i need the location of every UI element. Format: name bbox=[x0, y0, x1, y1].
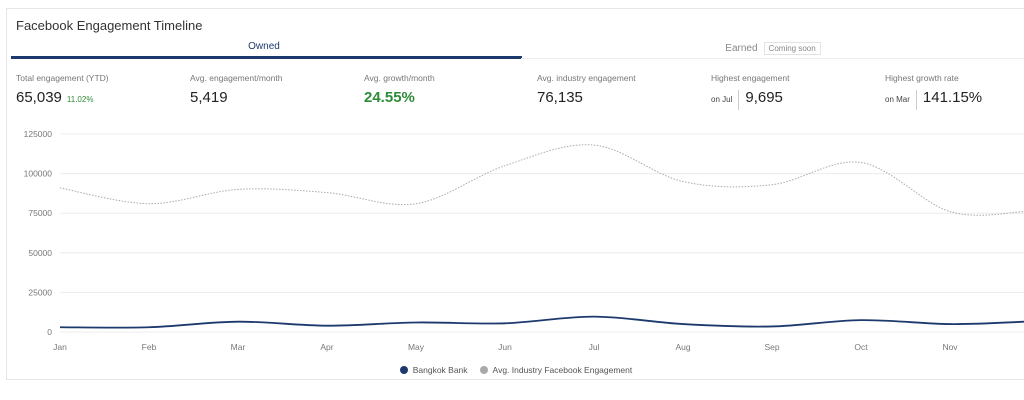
metric-label: Highest growth rate bbox=[885, 73, 959, 83]
page-title: Facebook Engagement Timeline bbox=[16, 18, 203, 33]
y-tick-label: 0 bbox=[47, 327, 52, 337]
y-tick-label: 100000 bbox=[24, 169, 53, 179]
y-tick-label: 125000 bbox=[24, 129, 53, 139]
chart-legend: Bangkok Bank Avg. Industry Facebook Enga… bbox=[7, 365, 1024, 375]
series-line-bangkok-bank bbox=[59, 315, 1024, 329]
metric-label: Avg. growth/month bbox=[364, 73, 435, 83]
x-tick-label: Mar bbox=[231, 342, 246, 352]
tab-earned[interactable]: Earned Coming soon bbox=[521, 41, 1024, 55]
tab-earned-label: Earned bbox=[725, 42, 758, 54]
metric-on-month: on Jul bbox=[711, 90, 740, 110]
metric-avg-growth: Avg. growth/month 24.55% bbox=[364, 73, 435, 106]
x-tick-label: Jan bbox=[53, 342, 67, 352]
metric-value: 65,039 bbox=[16, 89, 62, 106]
metric-value: 24.55% bbox=[364, 89, 415, 106]
series-line-industry bbox=[59, 144, 1024, 216]
legend-dot bbox=[399, 366, 408, 374]
metric-avg-engagement: Avg. engagement/month 5,419 bbox=[190, 73, 282, 106]
metric-highest-engagement: Highest engagement on Jul 9,695 bbox=[711, 73, 789, 110]
tab-owned[interactable]: Owned bbox=[248, 41, 280, 52]
x-tick-label: Sep bbox=[764, 342, 779, 352]
metric-label: Avg. industry engagement bbox=[537, 73, 636, 83]
coming-soon-badge: Coming soon bbox=[763, 41, 821, 55]
metric-label: Avg. engagement/month bbox=[190, 73, 283, 83]
legend-item-bangkok-bank[interactable]: Bangkok Bank bbox=[399, 365, 468, 375]
x-tick-label: Oct bbox=[854, 342, 868, 352]
x-tick-label: Apr bbox=[320, 342, 333, 352]
legend-dot bbox=[479, 366, 488, 374]
metric-on-month: on Mar bbox=[885, 90, 917, 110]
metric-value: 141.15% bbox=[922, 89, 983, 106]
engagement-line-chart: 0 25000 50000 75000 100000 125000 Jan Feb Mar Apr… bbox=[24, 129, 1024, 352]
metric-highest-growth: Highest growth rate on Mar 141.15% bbox=[885, 73, 982, 110]
legend-label: Bangkok Bank bbox=[412, 365, 468, 375]
metric-label: Total engagement (YTD) bbox=[16, 73, 109, 83]
metric-avg-industry: Avg. industry engagement 76,135 bbox=[537, 73, 636, 106]
legend-label: Avg. Industry Facebook Engagement bbox=[492, 365, 633, 375]
metric-value: 76,135 bbox=[537, 89, 583, 106]
y-tick-label: 75000 bbox=[28, 208, 52, 218]
x-tick-label: May bbox=[408, 342, 425, 352]
metric-value: 5,419 bbox=[190, 89, 228, 106]
x-tick-label: Jun bbox=[498, 342, 512, 352]
x-tick-label: Aug bbox=[675, 342, 690, 352]
metric-label: Highest engagement bbox=[711, 73, 790, 83]
x-tick-label: Feb bbox=[142, 342, 157, 352]
y-tick-label: 25000 bbox=[28, 287, 52, 297]
tab-divider bbox=[521, 58, 1024, 59]
x-tick-label: Jul bbox=[589, 342, 600, 352]
metric-delta: 11.02% bbox=[66, 95, 94, 104]
engagement-card: Facebook Engagement Timeline Owned Earne… bbox=[6, 8, 1024, 380]
y-tick-label: 50000 bbox=[28, 248, 52, 258]
metric-total-engagement: Total engagement (YTD) 65,039 11.02% bbox=[16, 73, 109, 106]
legend-item-industry[interactable]: Avg. Industry Facebook Engagement bbox=[479, 365, 633, 375]
metric-value: 9,695 bbox=[745, 89, 783, 106]
tab-owned-indicator bbox=[11, 56, 522, 59]
x-tick-label: Nov bbox=[942, 342, 958, 352]
